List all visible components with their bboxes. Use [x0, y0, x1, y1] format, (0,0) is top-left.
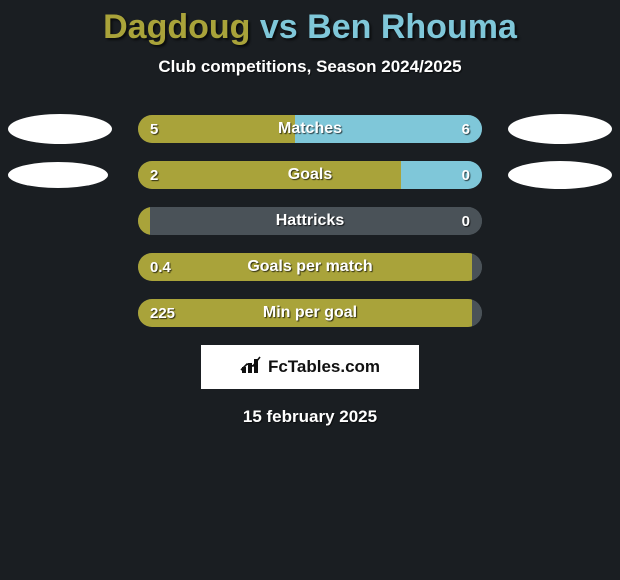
logo-box: FcTables.com — [201, 345, 419, 389]
stat-row: 56Matches — [0, 115, 620, 143]
player1-avatar — [8, 162, 108, 188]
stat-bar-left: 0.4 — [138, 253, 472, 281]
logo-text: FcTables.com — [268, 357, 380, 377]
stat-value-left: 5 — [138, 121, 170, 138]
stat-bar-left: 225 — [138, 299, 472, 327]
bar-chart-icon — [240, 355, 264, 380]
player2-name: Ben Rhouma — [307, 8, 517, 46]
stat-bar-right — [472, 253, 482, 281]
subtitle: Club competitions, Season 2024/2025 — [0, 57, 620, 77]
stat-row: 0.4Goals per match — [0, 253, 620, 281]
comparison-title: Dagdoug vs Ben Rhouma — [0, 0, 620, 47]
stat-row: 20Goals — [0, 161, 620, 189]
stat-bar-left: 0 — [138, 207, 150, 235]
stat-value-right: 0 — [450, 167, 482, 184]
stat-value-left: 225 — [138, 305, 187, 322]
stat-bar-track: 225 — [138, 299, 482, 327]
stat-bar-track: 20 — [138, 161, 482, 189]
stat-bar-right: 6 — [295, 115, 482, 143]
comparison-chart: 56Matches20Goals00Hattricks0.4Goals per … — [0, 115, 620, 327]
stat-value-left: 0.4 — [138, 259, 183, 276]
stat-bar-right — [472, 299, 482, 327]
stat-bar-right: 0 — [401, 161, 482, 189]
player2-avatar — [508, 161, 612, 189]
player1-avatar — [8, 114, 112, 144]
stat-value-right: 6 — [450, 121, 482, 138]
stat-value-left: 2 — [138, 167, 170, 184]
stat-value-right: 0 — [450, 213, 482, 230]
vs-text: vs — [260, 8, 298, 46]
stat-bar-track: 0.4 — [138, 253, 482, 281]
date-text: 15 february 2025 — [0, 407, 620, 427]
stat-bar-right: 0 — [150, 207, 482, 235]
stat-bar-left: 5 — [138, 115, 295, 143]
stat-row: 00Hattricks — [0, 207, 620, 235]
player1-name: Dagdoug — [103, 8, 250, 46]
stat-bar-track: 56 — [138, 115, 482, 143]
player2-avatar — [508, 114, 612, 144]
stat-row: 225Min per goal — [0, 299, 620, 327]
stat-bar-left: 2 — [138, 161, 401, 189]
stat-bar-track: 00 — [138, 207, 482, 235]
